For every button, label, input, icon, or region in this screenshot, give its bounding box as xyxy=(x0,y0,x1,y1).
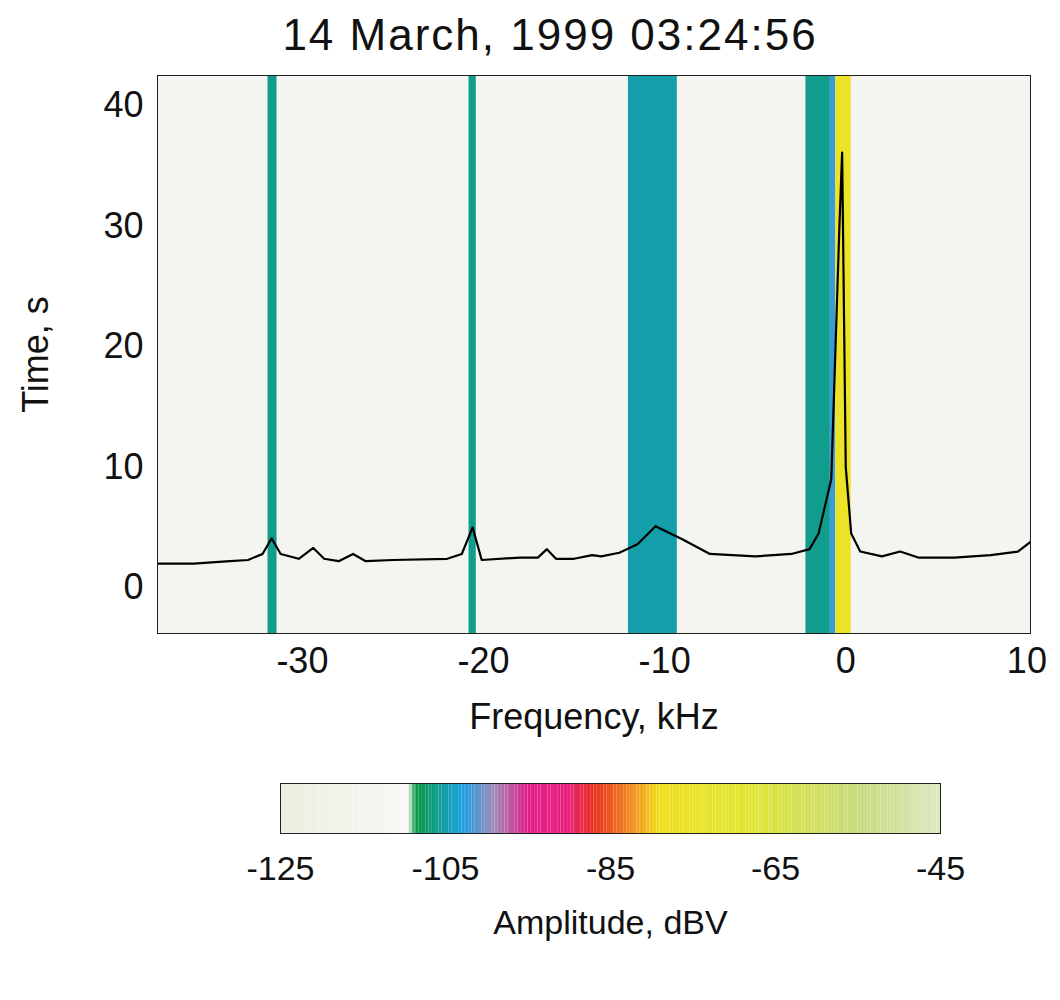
svg-text:Amplitude, dBV: Amplitude, dBV xyxy=(493,903,728,941)
svg-text:0: 0 xyxy=(123,566,143,607)
svg-text:30: 30 xyxy=(103,205,143,246)
svg-text:-125: -125 xyxy=(246,849,314,887)
svg-text:-30: -30 xyxy=(276,640,328,681)
svg-text:-45: -45 xyxy=(916,849,965,887)
svg-text:10: 10 xyxy=(1007,640,1047,681)
svg-text:40: 40 xyxy=(103,84,143,125)
svg-text:-10: -10 xyxy=(639,640,691,681)
html-text:14 March, 1999 03:24:56: 14 March, 1999 03:24:56 xyxy=(282,10,818,59)
svg-text:-65: -65 xyxy=(751,849,800,887)
svg-text:-105: -105 xyxy=(411,849,479,887)
svg-text:20: 20 xyxy=(103,325,143,366)
svg-text:0: 0 xyxy=(836,640,856,681)
svg-text:-20: -20 xyxy=(458,640,510,681)
svg-text:10: 10 xyxy=(103,446,143,487)
svg-text:Time, s: Time, s xyxy=(15,296,56,413)
svg-text:-85: -85 xyxy=(586,849,635,887)
svg-text:Frequency, kHz: Frequency, kHz xyxy=(469,696,718,737)
